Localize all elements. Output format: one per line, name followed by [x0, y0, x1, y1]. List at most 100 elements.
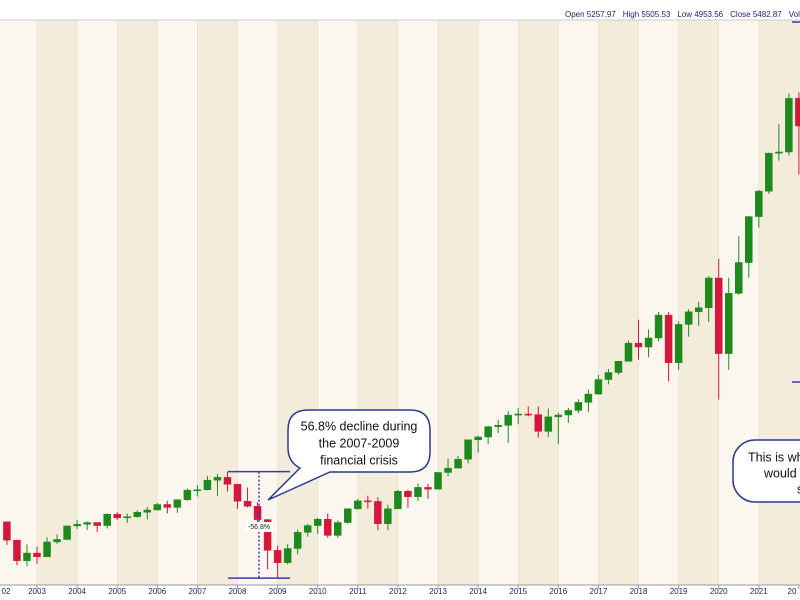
- candle-body: [614, 361, 623, 373]
- year-band: [237, 20, 278, 585]
- x-tick-label: 2015: [509, 587, 527, 596]
- candle-body: [654, 314, 663, 339]
- candle-body: [724, 293, 733, 354]
- candle-body: [464, 439, 472, 460]
- candle-body: [13, 539, 21, 561]
- candle-body: [765, 152, 773, 192]
- candle-body: [163, 504, 172, 508]
- candle-body: [203, 479, 212, 491]
- annotations: -56.8% 56.8% decline during the 2007-2009 f…: [228, 409, 800, 579]
- candle-body: [524, 413, 532, 416]
- callout-text: the 2007-2009: [319, 436, 400, 450]
- candle-body: [263, 519, 272, 551]
- candle-body: [323, 518, 332, 536]
- header-stat: High 5505.53: [623, 10, 671, 19]
- candle-body: [123, 516, 131, 519]
- candle-body: [43, 541, 51, 558]
- candle-body: [775, 151, 783, 154]
- candle-body: [634, 342, 643, 348]
- year-band: [317, 20, 358, 585]
- year-band: [438, 20, 479, 585]
- decline-label: -56.8%: [248, 524, 270, 531]
- year-band: [197, 20, 238, 585]
- candle-body: [313, 518, 322, 526]
- candle-body: [694, 307, 703, 313]
- candle-body: [153, 504, 162, 511]
- callout-text: financial crisis: [320, 453, 398, 467]
- candle-body: [684, 311, 693, 325]
- candle-body: [424, 487, 432, 490]
- candle-body: [454, 458, 462, 469]
- header-stat: Close 5482.87: [730, 10, 782, 19]
- callout-bubble: [267, 409, 431, 501]
- candle-body: [364, 500, 372, 503]
- candle-body: [594, 379, 603, 395]
- candle-body: [213, 477, 222, 481]
- x-tick-label: 2018: [630, 587, 648, 596]
- candle-body: [374, 501, 382, 524]
- candle-body: [674, 324, 683, 363]
- x-tick-label: 20: [788, 587, 797, 596]
- side-note-text: s: [797, 482, 800, 496]
- candle-body: [644, 337, 653, 348]
- year-band: [638, 20, 679, 585]
- candle-body: [414, 487, 422, 497]
- x-tick-label: 2014: [469, 587, 487, 596]
- year-band: [277, 20, 318, 585]
- candle-body: [63, 525, 71, 540]
- candle-body: [183, 489, 192, 500]
- year-band: [518, 20, 559, 585]
- x-tick-label: 2013: [429, 587, 447, 596]
- side-note-text: This is wh: [748, 450, 800, 464]
- header-stat: Low 4953.56: [677, 10, 723, 19]
- year-band: [558, 20, 599, 585]
- candle-body: [474, 436, 482, 441]
- candle-body: [303, 525, 312, 533]
- candle-body: [785, 98, 793, 153]
- x-tick-label: 2017: [590, 587, 608, 596]
- candle-body: [243, 500, 252, 507]
- x-tick-label: 2006: [148, 587, 166, 596]
- callout-text: 56.8% decline during: [301, 419, 418, 433]
- candle-body: [253, 506, 262, 520]
- candle-body: [745, 216, 753, 263]
- x-tick-label: 2008: [229, 587, 247, 596]
- year-band: [77, 20, 118, 585]
- candle-body: [133, 511, 142, 517]
- header-bar: [0, 0, 800, 20]
- x-tick-label: 02: [2, 587, 11, 596]
- candle-body: [404, 491, 412, 497]
- x-tick-label: 2005: [108, 587, 126, 596]
- candle-body: [354, 500, 362, 510]
- candle-body: [283, 548, 292, 563]
- candle-body: [704, 277, 713, 308]
- candle-body: [173, 499, 182, 508]
- candle-body: [273, 550, 282, 563]
- candle-body: [344, 508, 352, 523]
- year-band: [37, 20, 78, 585]
- year-band: [598, 20, 639, 585]
- x-tick-label: 2003: [28, 587, 46, 596]
- x-tick-label: 2019: [670, 587, 688, 596]
- candle-body: [564, 410, 573, 416]
- candle-body: [604, 372, 613, 380]
- candle-body: [534, 414, 543, 432]
- candle-body: [584, 393, 593, 403]
- side-note-text: would b: [763, 466, 800, 480]
- year-band: [478, 20, 519, 585]
- candle-body: [664, 314, 673, 363]
- x-tick-label: 2010: [309, 587, 327, 596]
- candle-body: [53, 539, 61, 543]
- candle-body: [83, 522, 91, 525]
- candle-body: [714, 277, 723, 354]
- candle-body: [795, 98, 800, 127]
- side-note-bubble: [732, 439, 800, 503]
- candle-body: [143, 509, 152, 513]
- candle-body: [223, 477, 232, 485]
- candle-body: [193, 489, 202, 492]
- candle-body: [384, 508, 392, 524]
- year-band: [117, 20, 158, 585]
- candle-body: [554, 414, 563, 418]
- candle-body: [434, 472, 442, 490]
- candle-body: [334, 522, 342, 536]
